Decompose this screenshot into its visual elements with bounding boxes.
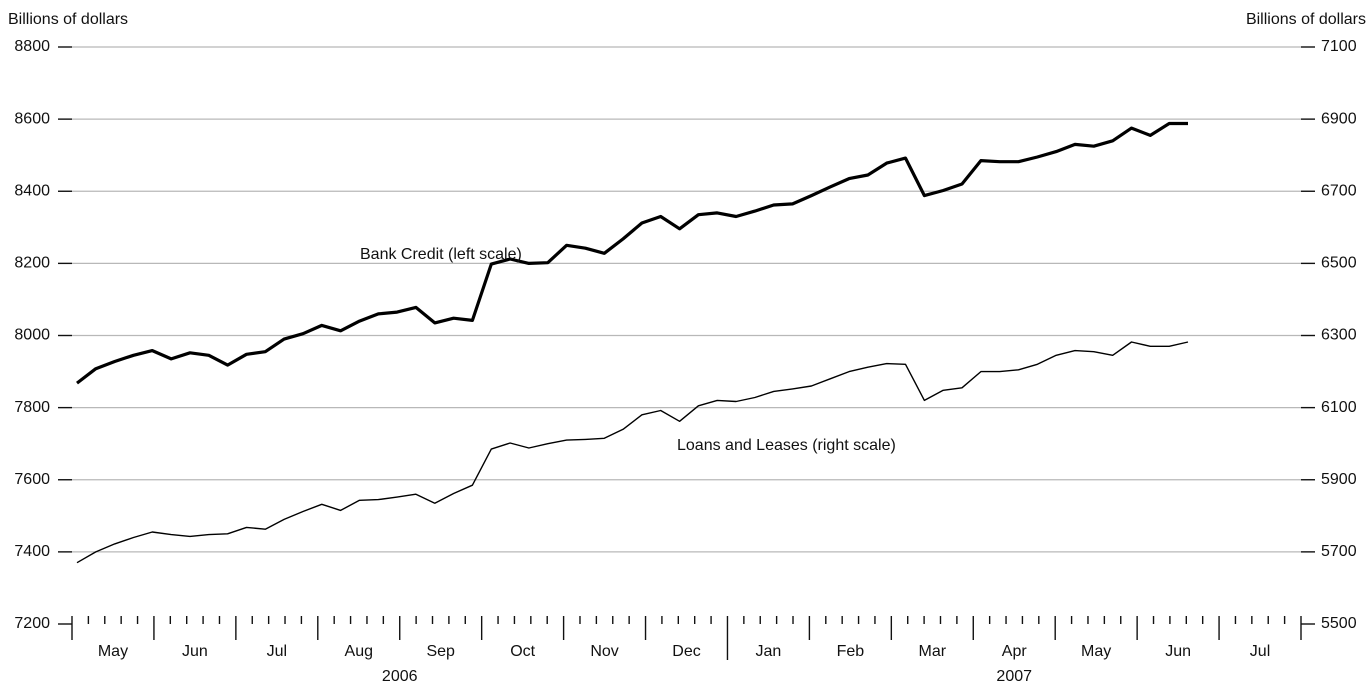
series-label: Loans and Leases (right scale) [677, 437, 896, 454]
y2-tick-label: 6300 [1321, 327, 1357, 344]
x-tick-label: Aug [345, 643, 373, 660]
y-tick-label: 8600 [14, 110, 50, 127]
x-tick-label: May [98, 643, 128, 660]
y2-tick-label: 5700 [1321, 543, 1357, 560]
y-tick-label: 8800 [14, 38, 50, 55]
y2-tick-label: 6900 [1321, 110, 1357, 127]
series-label: Bank Credit (left scale) [360, 246, 522, 263]
x-tick-label: Jul [1250, 643, 1270, 660]
y2-tick-label: 7100 [1321, 38, 1357, 55]
x-tick-label: Mar [919, 643, 947, 660]
y-tick-label: 8000 [14, 327, 50, 344]
series-line [76, 121, 1188, 385]
y2-tick-label: 5500 [1321, 615, 1357, 632]
series-line [76, 341, 1189, 564]
x-tick-label: Jun [182, 643, 208, 660]
x-tick-label: May [1081, 643, 1111, 660]
x-tick-label: Oct [510, 643, 535, 660]
x-tick-label: Sep [426, 643, 455, 660]
y2-axis-label: Billions of dollars [1246, 11, 1366, 28]
y-tick-label: 7400 [14, 543, 50, 560]
y2-tick-label: 5900 [1321, 471, 1357, 488]
year-label: 2007 [996, 668, 1032, 683]
x-tick-label: Jan [756, 643, 782, 660]
year-label: 2006 [382, 668, 418, 683]
x-tick-label: Nov [590, 643, 618, 660]
y-axis-label: Billions of dollars [8, 11, 128, 28]
y-tick-label: 7600 [14, 471, 50, 488]
x-tick-label: Apr [1002, 643, 1028, 660]
y2-tick-label: 6700 [1321, 182, 1357, 199]
y-tick-label: 7200 [14, 615, 50, 632]
y2-tick-label: 6100 [1321, 399, 1357, 416]
y-tick-label: 7800 [14, 399, 50, 416]
x-tick-label: Dec [672, 643, 700, 660]
y-tick-label: 8200 [14, 255, 50, 272]
y2-tick-label: 6500 [1321, 255, 1357, 272]
x-tick-label: Jul [267, 643, 287, 660]
x-tick-label: Jun [1165, 643, 1191, 660]
x-tick-label: Feb [837, 643, 865, 660]
y-tick-label: 8400 [14, 182, 50, 199]
